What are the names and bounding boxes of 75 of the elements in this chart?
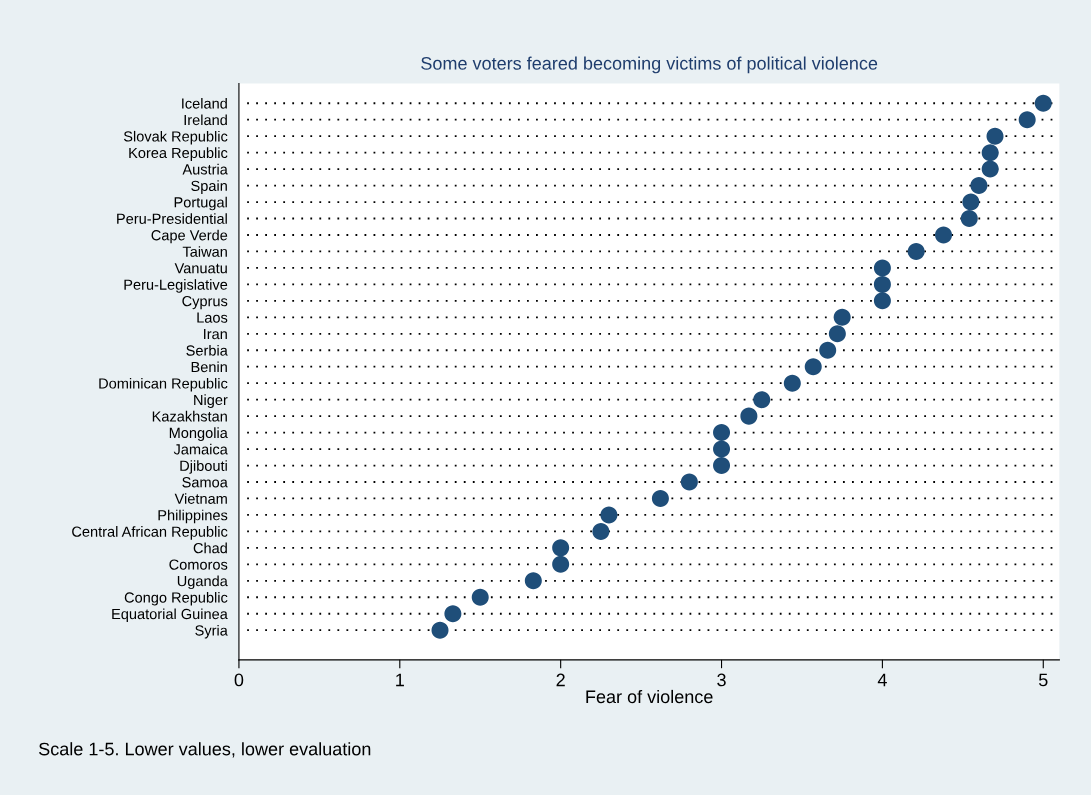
y-tick-label: Iceland: [182, 97, 227, 109]
point: [981, 144, 999, 162]
point: [524, 572, 542, 590]
point: [819, 341, 837, 359]
y-tick-label: Vietnam: [174, 493, 227, 504]
point: [935, 226, 953, 244]
text: Scale 1-5. Lower values, lower evaluation: [39, 742, 371, 758]
point: [444, 605, 462, 623]
point: [552, 539, 570, 557]
chart-title: Some voters feared becoming victims of political violence: [421, 56, 878, 74]
y-tick-label: Ireland: [184, 114, 227, 126]
y-tick-label: Central African Republic: [72, 526, 228, 540]
y-tick-label: Slovak Republic: [123, 130, 228, 145]
point: [431, 621, 449, 639]
point: [907, 242, 925, 260]
y-tick-label: Serbia: [186, 344, 228, 356]
y-tick-label: Samoa: [182, 477, 228, 488]
y-tick-label: Peru-Presidential: [117, 213, 227, 224]
x-tick-label: 4: [877, 673, 887, 687]
y-tick-label: Laos: [197, 312, 228, 323]
y-tick-label: Jamaica: [173, 443, 228, 455]
point: [753, 391, 771, 409]
point: [873, 275, 891, 293]
y-tick-label: Austria: [182, 163, 228, 175]
point: [960, 210, 978, 228]
point: [552, 555, 570, 573]
point: [873, 259, 891, 277]
y-tick-label: Spain: [191, 180, 227, 194]
y-tick-label: Vanuatu: [174, 263, 227, 274]
x-tick-label: 5: [1038, 673, 1048, 687]
x-tick-label: 1: [396, 673, 404, 687]
y-tick-label: Comoros: [169, 559, 228, 570]
point: [873, 292, 891, 310]
point: [713, 440, 731, 458]
point: [651, 489, 669, 507]
y-tick-label: Mongolia: [169, 427, 228, 441]
y-tick-label: Peru-Legislative: [124, 279, 228, 293]
y-tick-label: Chad: [193, 542, 227, 554]
y-tick-label: Cyprus: [182, 295, 228, 310]
y-tick-label: Cape Verde: [151, 229, 228, 244]
point: [833, 308, 851, 326]
x-tick-label: 2: [556, 673, 565, 687]
point: [592, 522, 610, 540]
y-tick-label: Philippines: [158, 509, 228, 524]
x-tick-label: 0: [234, 673, 244, 687]
y-tick-label: Iran: [204, 329, 227, 340]
y-tick-label: Syria: [195, 624, 228, 639]
y-tick-label: Djibouti: [180, 460, 227, 474]
x-tick-label: 3: [717, 673, 726, 687]
y-tick-label: Congo Republic: [124, 591, 228, 606]
y-tick-label: Benin: [191, 361, 227, 373]
y-tick-label: Uganda: [177, 575, 228, 590]
point: [828, 325, 846, 343]
y-tick-label: Taiwan: [182, 246, 227, 257]
x-axis-title: Fear of violence: [586, 689, 713, 704]
point: [970, 177, 988, 195]
point: [1034, 94, 1052, 112]
y-tick-label: Kazakhstan: [152, 410, 227, 422]
y-tick-label: Equatorial Guinea: [112, 608, 228, 623]
y-tick-label: Portugal: [174, 196, 227, 211]
point: [600, 506, 618, 524]
point: [471, 588, 489, 606]
point: [680, 473, 698, 491]
point: [986, 127, 1004, 145]
y-tick-label: Dominican Republic: [99, 377, 228, 392]
point: [713, 457, 731, 475]
point: [713, 424, 731, 442]
y-tick-label: Korea Republic: [129, 147, 228, 161]
point: [783, 374, 801, 392]
point: [804, 358, 822, 376]
point: [740, 407, 758, 425]
point: [981, 160, 999, 178]
point: [962, 193, 980, 211]
y-tick-label: Niger: [194, 394, 228, 408]
point: [1018, 111, 1036, 129]
